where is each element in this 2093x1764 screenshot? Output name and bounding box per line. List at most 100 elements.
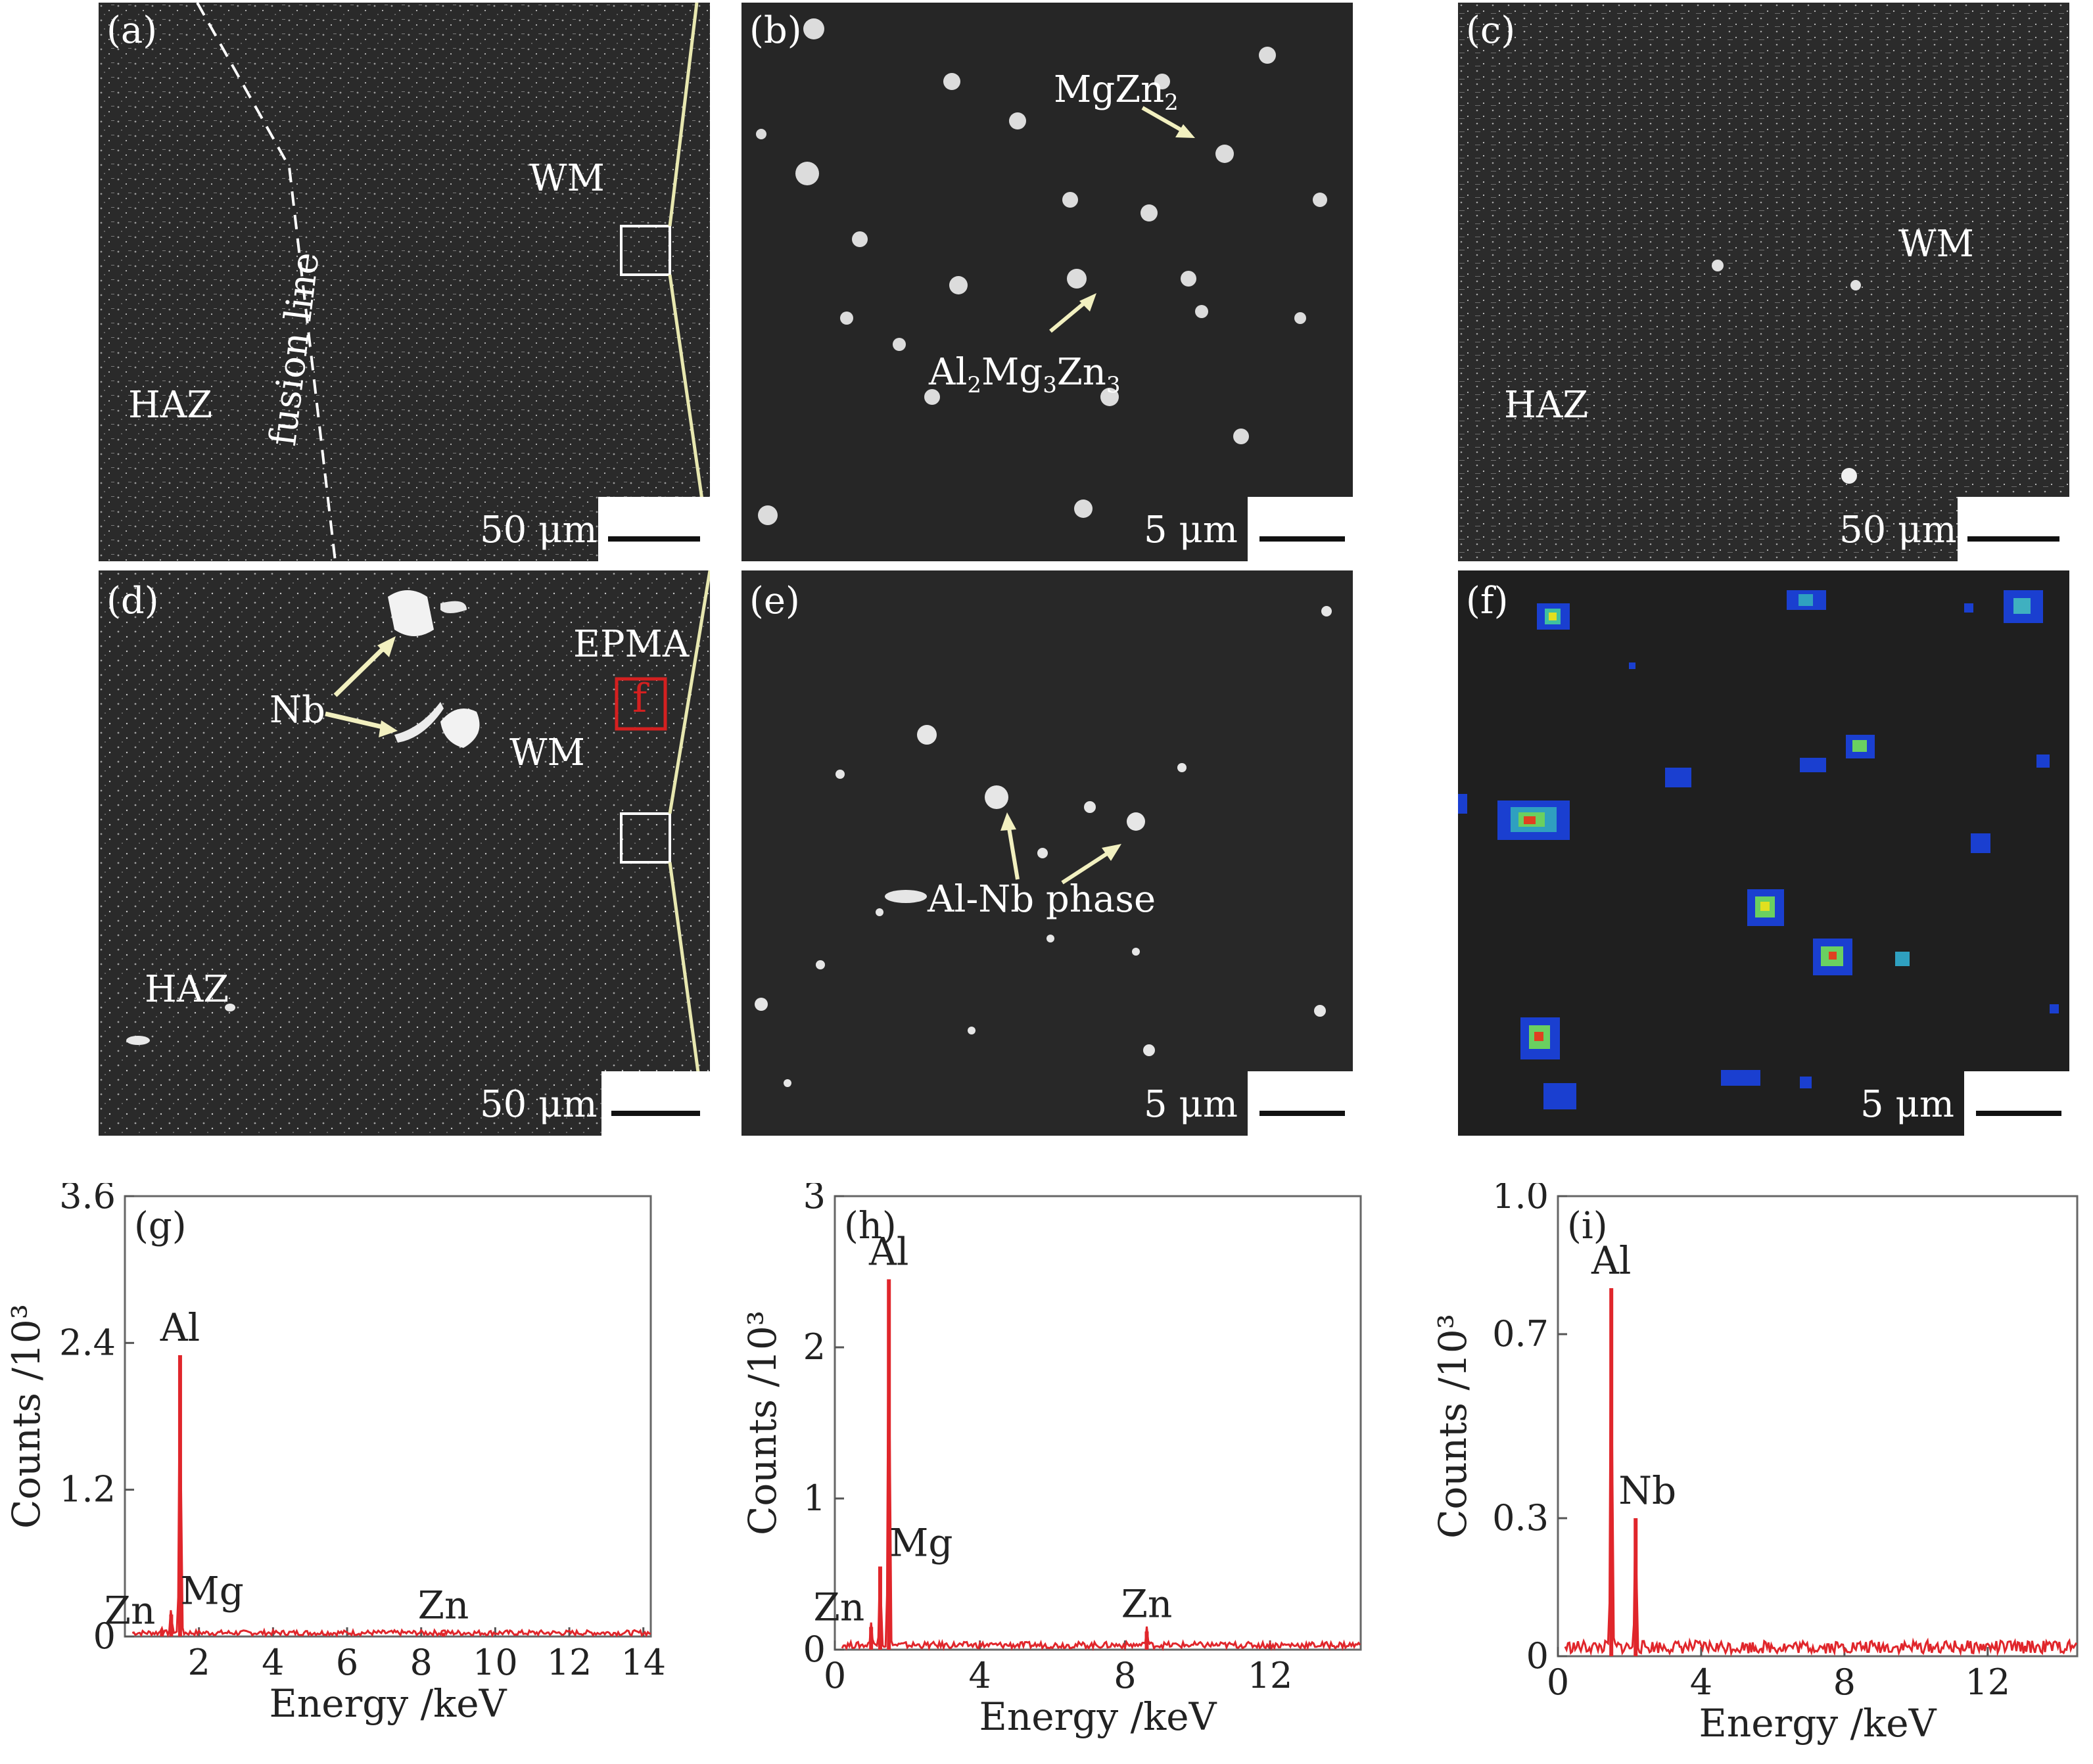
peak-label: Zn xyxy=(105,1589,156,1633)
scale-bar-e xyxy=(1259,1111,1345,1116)
y-tick-label: 2.4 xyxy=(59,1322,116,1363)
y-axis-label: Counts /10³ xyxy=(740,1311,785,1535)
x-tick-label: 12 xyxy=(547,1642,592,1683)
haz-label-d: HAZ xyxy=(145,968,229,1011)
scale-text-b: 5 μm xyxy=(1144,509,1238,551)
wm-label-d: WM xyxy=(509,731,585,774)
panel-label-c: (c) xyxy=(1466,9,1516,52)
scale-text-d: 50 μm xyxy=(480,1083,598,1126)
spectrum-line xyxy=(131,1375,651,1638)
x-axis-label: Energy /keV xyxy=(270,1681,507,1726)
mgzn2-label: MgZn2 xyxy=(1054,68,1179,116)
al2mg3zn3-sub-2: 3 xyxy=(1043,372,1057,399)
spectrum-peak xyxy=(1144,1631,1149,1650)
nb-label: Nb xyxy=(270,689,325,731)
spectrum-peak xyxy=(887,1279,891,1650)
spectrum-i: 0 4 8 12 0 0.3 0.7 1.0 Energy /keV Counts /10³ (i)… xyxy=(1426,1175,2093,1761)
scale-box-e xyxy=(1248,1071,1353,1136)
haz-label-a: HAZ xyxy=(128,384,213,427)
epma-label: EPMA xyxy=(573,623,690,666)
epma-map-texture xyxy=(1458,590,2059,1109)
y-tick-label: 0.7 xyxy=(1492,1313,1549,1355)
x-tick-label: 10 xyxy=(473,1642,518,1683)
scale-box-a xyxy=(598,497,710,561)
y-tick-label: 2 xyxy=(803,1326,826,1368)
scale-box-d xyxy=(601,1071,710,1136)
peak-label: Al xyxy=(868,1230,908,1274)
micrograph-b: (b) MgZn2 Al2Mg3Zn3 5 μm xyxy=(741,3,1353,561)
spectrum-peak xyxy=(160,1630,164,1636)
plot-frame xyxy=(124,1195,652,1638)
peak-label: Al xyxy=(1591,1238,1631,1283)
x-tick-label: 8 xyxy=(410,1642,433,1683)
y-tick-label: 1 xyxy=(803,1477,826,1519)
spectrum-line xyxy=(1564,1301,2078,1657)
scale-bar-f xyxy=(1976,1111,2061,1116)
plot-frame xyxy=(1557,1195,2079,1658)
x-tick-label: 0 xyxy=(824,1655,846,1696)
peak-label: Zn xyxy=(1121,1581,1173,1626)
epma-map-f: (f) 5 μm xyxy=(1458,570,2069,1136)
scale-bar-d xyxy=(611,1111,700,1116)
spectrum-peak xyxy=(441,1633,446,1636)
micrograph-e: (e) Al-Nb phase 5 μm xyxy=(741,570,1353,1136)
peak-label: Zn xyxy=(418,1583,469,1627)
spectrum-peak xyxy=(169,1614,174,1636)
micrograph-c: (c) WM HAZ 50 μm xyxy=(1458,3,2069,561)
panel-label-a: (a) xyxy=(106,9,158,52)
spectrum-g: 2 4 6 8 10 12 14 0 1.2 2.4 3.6 Energy /keV Counts /1… xyxy=(0,1175,670,1761)
mgzn2-text: MgZn xyxy=(1054,68,1165,111)
panel-label-f: (f) xyxy=(1466,580,1509,622)
micrograph-b-texture xyxy=(756,18,1327,525)
scale-box-c xyxy=(1958,497,2069,561)
spectrum-peak xyxy=(177,1355,182,1636)
panel-label: (g) xyxy=(134,1205,187,1247)
peak-label: Mg xyxy=(180,1569,244,1613)
scale-bar-b xyxy=(1259,536,1345,542)
al2mg3zn3-sub-3: 3 xyxy=(1106,372,1121,399)
spectrum-line xyxy=(841,1303,1361,1652)
x-tick-label: 0 xyxy=(1547,1661,1569,1703)
x-tick-label: 12 xyxy=(1248,1655,1293,1696)
epma-f-label: f xyxy=(632,676,647,722)
spectrum-g-svg: 2 4 6 8 10 12 14 0 1.2 2.4 3.6 Energy /keV Counts /1… xyxy=(4,1175,666,1726)
wm-label-a: WM xyxy=(529,157,605,200)
spectrum-i-svg: 0 4 8 12 0 0.3 0.7 1.0 Energy /keV Counts /10³ (i)… xyxy=(1430,1175,2079,1746)
peak-label: Zn xyxy=(814,1585,865,1630)
al2mg3zn3-part-2: Mg xyxy=(981,351,1043,394)
y-tick-label: 1.2 xyxy=(59,1469,116,1510)
y-tick-label: 0.3 xyxy=(1492,1497,1549,1539)
panel-label: (i) xyxy=(1567,1205,1608,1247)
panel-label-e: (e) xyxy=(749,580,800,622)
al-nb-phase-label: Al-Nb phase xyxy=(928,878,1156,921)
micrograph-a-texture xyxy=(99,3,710,561)
plot-frame xyxy=(834,1195,1362,1651)
x-tick-label: 2 xyxy=(187,1642,210,1683)
x-tick-label: 14 xyxy=(621,1642,666,1683)
spectrum-peak xyxy=(878,1566,882,1650)
y-axis-label: Counts /10³ xyxy=(1430,1314,1475,1539)
x-tick-label: 4 xyxy=(262,1642,284,1683)
y-axis-label: Counts /10³ xyxy=(4,1304,49,1529)
x-axis-label: Energy /keV xyxy=(979,1694,1217,1739)
peak-label: Al xyxy=(160,1305,200,1350)
mgzn2-subscript: 2 xyxy=(1164,89,1179,116)
x-tick-label: 8 xyxy=(1114,1655,1136,1696)
micrograph-d-texture xyxy=(99,570,710,1136)
panel-label-b: (b) xyxy=(749,9,802,52)
scale-box-b xyxy=(1248,497,1353,561)
spectrum-peak xyxy=(1634,1518,1638,1656)
y-tick-label: 0 xyxy=(1526,1635,1549,1677)
x-tick-label: 6 xyxy=(336,1642,358,1683)
peak-label: Nb xyxy=(1618,1468,1676,1513)
spectrum-peak xyxy=(1609,1288,1614,1656)
y-tick-label: 3.6 xyxy=(59,1183,116,1217)
y-tick-label: 0 xyxy=(93,1615,116,1657)
micrograph-c-texture xyxy=(1458,3,2069,561)
al2mg3zn3-part-1: Al xyxy=(929,351,968,394)
al2mg3zn3-label: Al2Mg3Zn3 xyxy=(929,351,1120,398)
wm-label-c: WM xyxy=(1898,223,1974,266)
x-axis-label: Energy /keV xyxy=(1699,1701,1937,1746)
micrograph-a: (a) WM HAZ fusion line 50 μm xyxy=(99,3,710,561)
